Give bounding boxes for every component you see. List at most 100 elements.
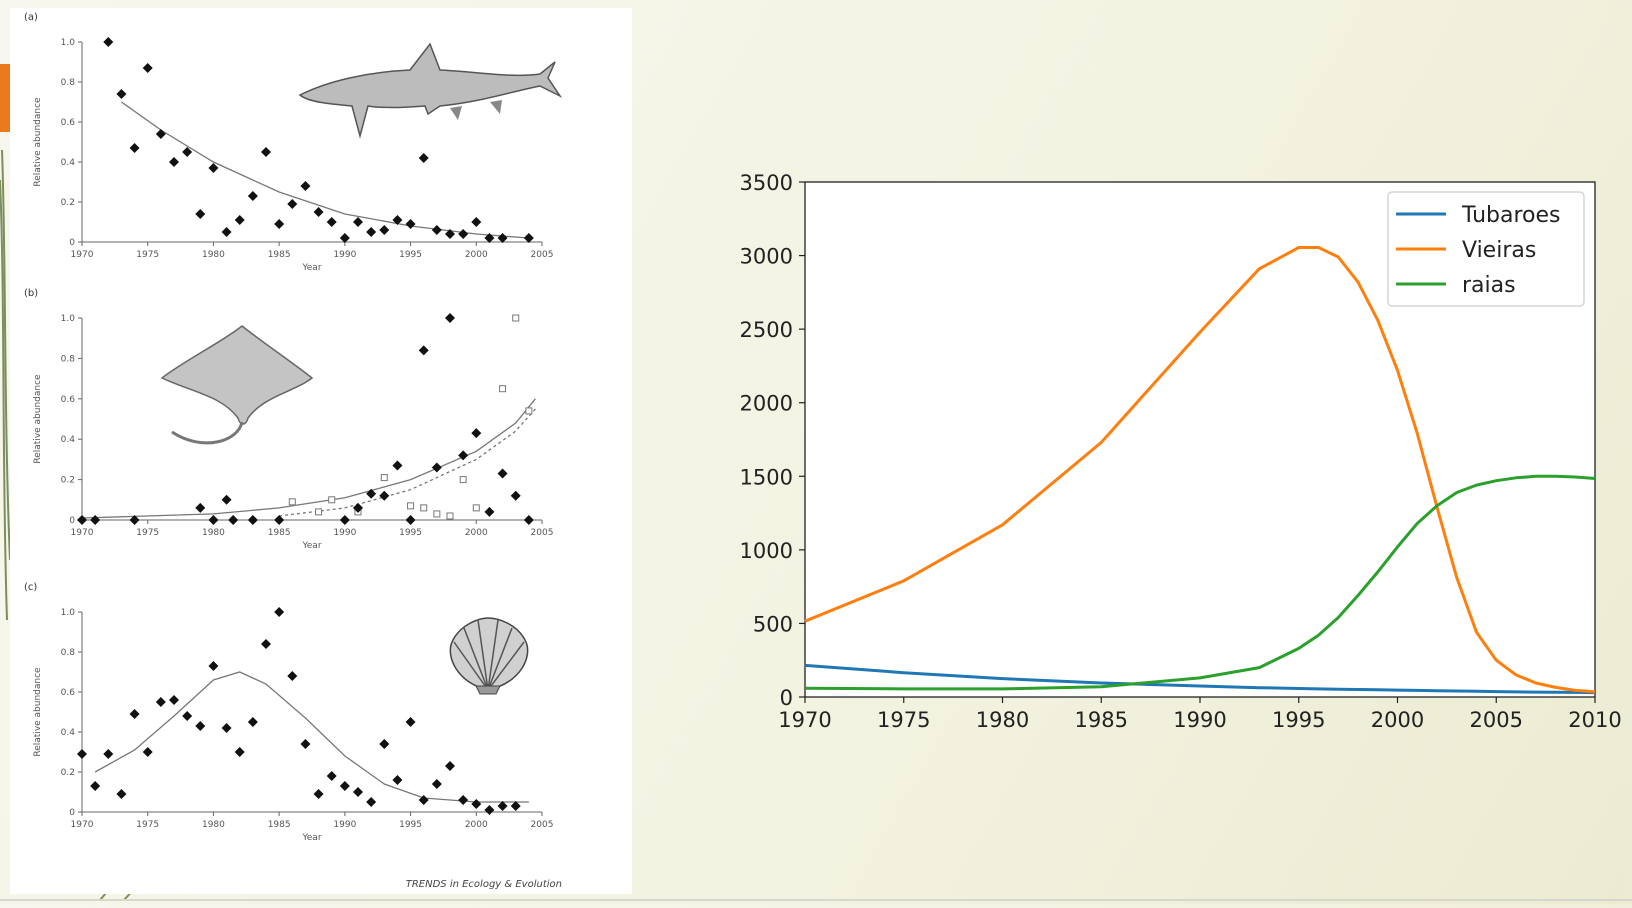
panel-label: (b) [24,288,38,299]
x-tick-label: 1975 [136,250,159,260]
data-point [471,428,482,439]
deco-line-2 [0,179,8,621]
x-tick-label: 1980 [202,250,225,260]
x-tick-label: 1970 [71,528,94,538]
data-point [326,771,337,781]
data-point [497,801,508,811]
data-point [431,225,442,235]
data-point [247,515,258,525]
data-point [445,313,455,323]
y-tick-label: 0.6 [61,688,76,698]
x-axis-label: Year [301,263,321,273]
data-point [418,153,429,163]
x-tick-label: 2010 [1568,708,1621,732]
deco-line-1 [1,149,11,561]
legend-label: raias [1462,273,1516,298]
data-point [366,797,377,807]
y-tick-label: 0 [69,238,75,248]
data-point [471,217,482,227]
data-point [366,488,377,499]
open-point [512,314,520,322]
data-point [221,494,232,505]
panel-c: 1970 1975 1980 1985 1990 1995 2000 2005 0 0.2 0.4 0… [24,582,553,843]
data-point [510,490,521,501]
data-point [195,209,206,219]
data-point [169,695,179,705]
x-tick-label: 1990 [333,250,356,260]
x-tick-label: 1985 [268,528,291,538]
data-point [155,697,166,707]
bottom-rule [0,899,1632,901]
data-point [405,717,416,727]
data-point [221,723,232,733]
x-tick-label: 1970 [71,250,94,260]
data-point [228,515,239,525]
data-point [274,607,285,617]
data-point [129,515,140,525]
x-tick-label: 2005 [531,528,554,538]
data-point [497,233,508,243]
x-tick-label: 2005 [1470,708,1523,732]
x-tick-label: 1995 [399,250,422,260]
data-point [458,229,469,239]
y-tick-label: 2000 [740,392,793,416]
panel-b: 1970 1975 1980 1985 1990 1995 2000 2005 0 0.2 0.4 0… [24,288,553,551]
data-point [208,163,219,173]
y-tick-label: 3500 [740,171,793,195]
x-tick-label: 1990 [333,528,356,538]
data-point [195,502,206,513]
data-point [353,787,363,797]
y-tick-label: 1.0 [61,608,76,618]
data-point [287,671,298,681]
legend-label: Tubaroes [1461,203,1561,228]
accent-bar [0,64,10,132]
fit-curve-dashed [279,408,536,517]
panel-label: (a) [24,12,38,23]
scallop-icon [449,617,529,695]
legend-label: Vieiras [1462,238,1536,263]
y-tick-label: 2500 [740,318,793,342]
ray-icon [160,325,314,445]
y-tick-label: 0 [69,516,75,526]
data-point [405,515,416,525]
x-axis-label: Year [301,833,321,843]
y-tick-label: 0.6 [61,118,76,128]
data-point [458,795,469,805]
y-axis-label: Relative abundance [33,97,43,187]
open-point [525,407,533,415]
data-point [379,739,390,749]
y-tick-label: 1000 [740,539,793,563]
x-tick-label: 1990 [333,820,356,830]
x-tick-label: 1975 [136,528,159,538]
series-line-vieiras [804,246,1596,694]
panel-a: 1970 1975 1980 1985 1990 1995 2000 2005 0 0.2 0.4 0… [24,12,553,273]
data-point [392,460,403,471]
y-tick-label: 3000 [740,245,793,269]
data-point [366,227,377,237]
data-point [116,89,127,99]
y-tick-label: 1.0 [61,314,76,324]
open-point [499,385,507,393]
data-point [247,191,258,201]
x-tick-label: 1995 [399,528,422,538]
data-point [182,147,193,157]
data-point [353,502,363,513]
data-point [523,233,534,243]
data-point [90,515,101,525]
legend-box [1387,191,1585,307]
data-point [142,747,153,757]
open-point [472,504,480,512]
open-point [328,496,336,504]
x-tick-label: 1985 [268,820,291,830]
y-tick-label: 0.8 [61,648,76,658]
fit-curve [94,671,529,803]
data-point [195,721,206,731]
data-point [77,749,87,759]
y-axis-label: Relative abundance [33,374,43,464]
x-tick-label: 1980 [202,820,225,830]
y-axis-label: Relative abundance [33,667,43,757]
data-point [471,799,482,809]
data-point [247,717,258,727]
data-point [510,801,521,811]
